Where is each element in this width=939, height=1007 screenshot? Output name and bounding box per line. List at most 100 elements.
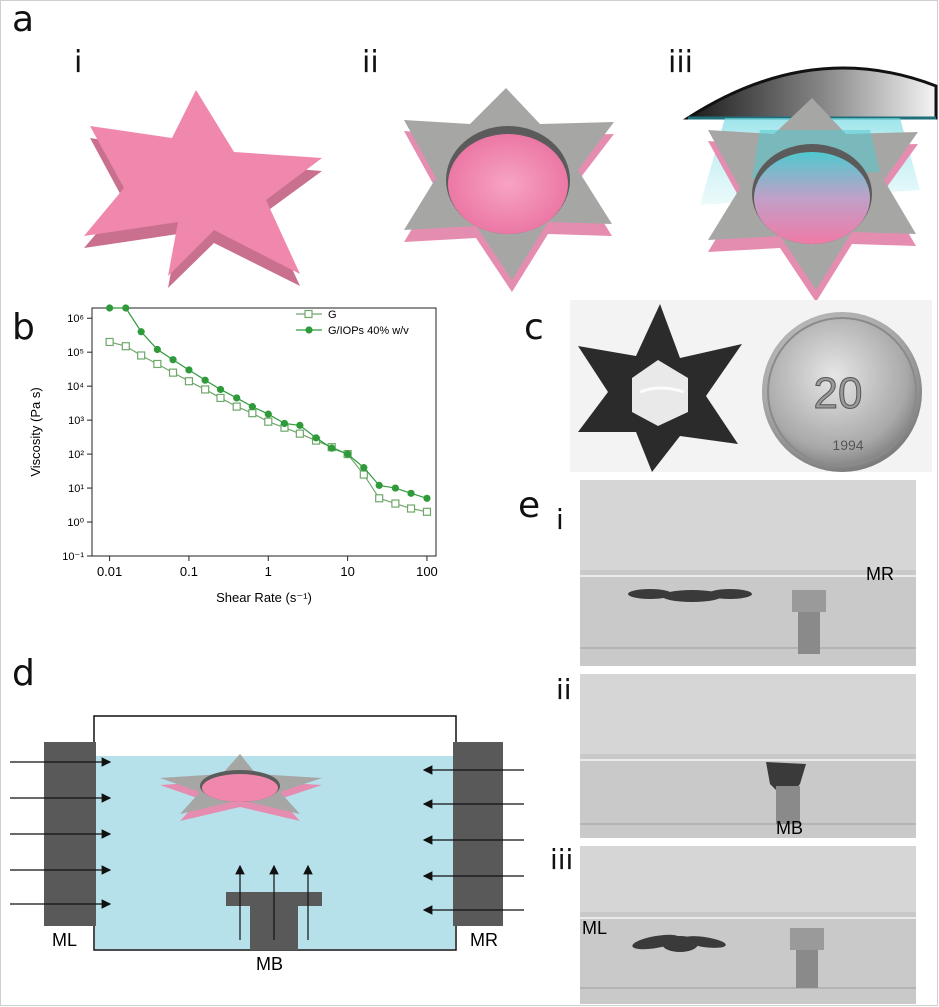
data-point-giop: [391, 484, 399, 492]
x-axis-label: Shear Rate (s⁻¹): [216, 590, 312, 605]
black-star-gripper: [578, 304, 742, 472]
data-point-g: [375, 494, 384, 503]
legend-marker-giop: [305, 326, 313, 334]
floating-star: [160, 754, 322, 821]
panel-e-i-label: i: [556, 503, 564, 536]
data-point-giop: [153, 345, 161, 354]
legend-marker-g: [304, 309, 313, 319]
data-point-giop: [233, 394, 241, 402]
data-point-g: [121, 342, 130, 351]
panel-e-ii-label: ii: [556, 673, 572, 706]
legend-label-giop: G/IOPs 40% w/v: [328, 325, 409, 337]
y-tick-label: 10²: [68, 449, 84, 461]
data-point-g: [184, 377, 194, 386]
data-point-giop: [185, 366, 193, 374]
data-point-giop: [344, 450, 352, 458]
magnet-right: [453, 742, 503, 926]
panel-a-illustration: [84, 66, 938, 300]
panel-e-iii-label: iii: [550, 843, 574, 876]
panel-a-iii-label: iii: [668, 45, 694, 80]
data-point-giop: [296, 421, 304, 429]
field-arrows-bottom: [235, 864, 313, 940]
data-point-giop: [264, 410, 272, 418]
data-point-giop: [201, 376, 209, 384]
photo-e-ii: MB: [580, 674, 916, 838]
plot-frame: [91, 307, 437, 557]
panel-d-letter: d: [12, 653, 35, 694]
coin-year: 1994: [832, 437, 863, 453]
photo-e-iii: ML: [580, 846, 916, 1004]
data-point-giop: [122, 304, 130, 312]
panel-e-letter: e: [518, 485, 541, 526]
coin: 20 1994: [762, 312, 922, 472]
chart-series: [105, 304, 432, 516]
y-tick-label: 10⁻¹: [62, 551, 84, 563]
bolt: [776, 786, 800, 824]
data-point-giop: [312, 434, 320, 442]
data-point-giop: [375, 481, 383, 489]
data-point-g: [216, 393, 225, 403]
data-point-g: [422, 507, 432, 516]
bolt: [792, 590, 826, 654]
viscosity-chart: 0.01 0.1 1 10 100 10⁻¹ 10⁰ 10¹ 10² 10³ 10⁴ 10⁵ 10⁶ S…: [28, 304, 438, 605]
data-point-g: [232, 402, 241, 411]
panel-a-ii-label: ii: [362, 45, 379, 80]
data-point-g: [295, 429, 304, 438]
panel-c-letter: c: [524, 307, 544, 348]
data-point-g: [201, 385, 210, 394]
data-point-g: [153, 359, 162, 369]
label-e-ii-mb: MB: [776, 818, 803, 838]
star-ii: [404, 88, 614, 292]
x-tick-label: 1: [265, 564, 272, 579]
data-point-giop: [106, 304, 114, 312]
y-axis-label: Viscosity (Pa s): [28, 387, 43, 476]
photo-star-and-coin: 20 1994: [570, 300, 932, 472]
data-point-g: [359, 470, 368, 479]
data-point-g: [137, 351, 146, 360]
y-tick-label: 10⁰: [67, 517, 84, 529]
photo-e-i: MR: [580, 480, 916, 666]
chart-ticks: 0.01 0.1 1 10 100 10⁻¹ 10⁰ 10¹ 10² 10³ 10⁴ 10⁵ 10⁶: [62, 313, 438, 579]
star-iii: [682, 66, 938, 300]
y-tick-label: 10¹: [68, 483, 84, 495]
data-point-g: [264, 417, 273, 426]
x-tick-label: 0.1: [180, 564, 198, 579]
y-tick-label: 10³: [68, 415, 84, 427]
panel-b-letter: b: [12, 307, 35, 348]
field-arrows-left: [10, 757, 112, 909]
data-point-g: [406, 504, 416, 513]
y-tick-label: 10⁶: [67, 313, 84, 325]
data-point-giop: [137, 328, 145, 336]
data-point-g: [105, 337, 114, 347]
star-i: [84, 90, 322, 288]
setup-schematic: ML MR MB: [10, 715, 524, 974]
bolt: [790, 928, 824, 988]
x-tick-label: 0.01: [97, 564, 122, 579]
label-e-i-mr: MR: [866, 564, 894, 584]
star-flat: [628, 589, 752, 602]
star-tilted: [632, 934, 726, 952]
data-point-giop: [280, 419, 289, 428]
label-e-iii-ml: ML: [582, 918, 607, 938]
label-mr: MR: [470, 930, 498, 950]
x-tick-label: 10: [340, 564, 354, 579]
data-point-giop: [169, 356, 177, 364]
data-point-giop: [423, 494, 431, 502]
data-point-giop: [216, 385, 225, 394]
y-tick-label: 10⁴: [67, 381, 84, 393]
data-point-giop: [407, 489, 415, 497]
data-point-g: [391, 499, 400, 508]
data-point-giop: [248, 403, 256, 411]
legend-label-g: G: [328, 309, 337, 321]
chart-legend: G G/IOPs 40% w/v: [296, 309, 409, 337]
label-mb: MB: [256, 954, 283, 974]
x-tick-label: 100: [416, 564, 438, 579]
field-arrows-right: [422, 765, 524, 915]
star-folded: [766, 762, 806, 800]
panel-a-letter: a: [12, 0, 35, 40]
panel-a-i-label: i: [74, 45, 83, 80]
y-tick-label: 10⁵: [67, 347, 84, 359]
data-point-giop: [328, 444, 336, 452]
data-point-giop: [360, 464, 368, 472]
data-point-g: [248, 409, 257, 418]
